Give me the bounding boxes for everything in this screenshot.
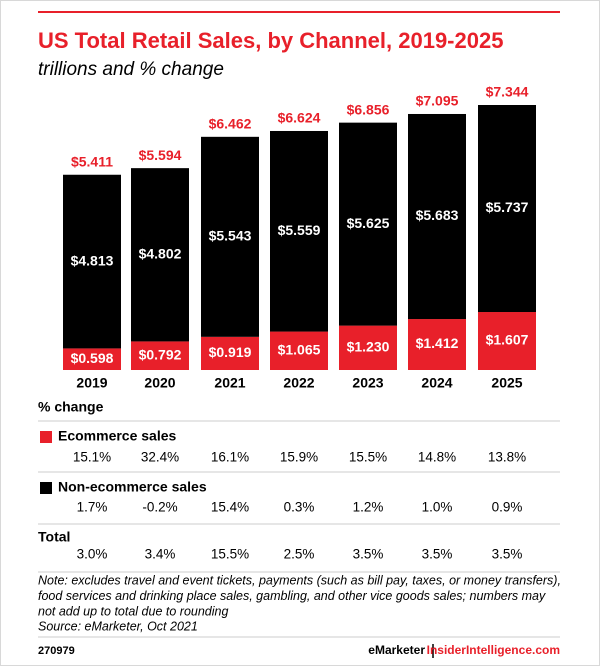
- value-label: $5.559: [278, 222, 321, 238]
- total-label: $7.344: [486, 84, 529, 100]
- table-value: 3.0%: [77, 547, 108, 562]
- table-value: 13.8%: [488, 450, 526, 465]
- legend-swatch: [40, 482, 52, 494]
- value-label: $0.598: [71, 350, 114, 366]
- bar-segment: [270, 130, 328, 332]
- value-label: $5.683: [416, 207, 459, 223]
- table-value: 15.1%: [73, 450, 111, 465]
- table-value: 15.4%: [211, 500, 249, 515]
- source: Source: eMarketer, Oct 2021: [38, 619, 198, 633]
- row-label: Non-ecommerce sales: [58, 479, 207, 495]
- value-label: $0.919: [209, 344, 252, 360]
- value-label: $1.607: [486, 332, 529, 348]
- value-label: $1.065: [278, 341, 321, 357]
- chart-title: US Total Retail Sales, by Channel, 2019-…: [38, 28, 503, 53]
- x-tick-label: 2021: [214, 375, 245, 391]
- table-value: -0.2%: [142, 500, 177, 515]
- value-label: $1.412: [416, 335, 459, 351]
- table-value: 14.8%: [418, 450, 456, 465]
- note: food services and drinking place sales, …: [38, 589, 546, 603]
- total-label: $6.462: [209, 116, 252, 132]
- brand: eMarketer: [368, 643, 425, 657]
- site: InsiderIntelligence.com: [427, 643, 560, 657]
- bar-segment: [201, 136, 259, 337]
- bar-segment: [408, 319, 466, 370]
- value-label: $4.802: [139, 245, 182, 261]
- bar-segment: [408, 113, 466, 320]
- bar-segment: [270, 331, 328, 370]
- bar-segment: [478, 105, 536, 313]
- table-title: % change: [38, 399, 104, 415]
- legend-swatch: [40, 431, 52, 443]
- x-tick-label: 2020: [144, 375, 175, 391]
- total-label: $7.095: [416, 93, 459, 109]
- bar-segment: [63, 348, 121, 370]
- value-label: $5.543: [209, 228, 252, 244]
- table-value: 1.7%: [77, 500, 108, 515]
- bar-segment: [131, 168, 189, 342]
- row-label: Total: [38, 529, 70, 545]
- value-label: $1.230: [347, 339, 390, 355]
- row-label: Ecommerce sales: [58, 428, 177, 444]
- table-value: 3.5%: [353, 547, 384, 562]
- bar-segment: [478, 312, 536, 370]
- x-tick-label: 2022: [283, 375, 314, 391]
- bar-segment: [201, 336, 259, 370]
- total-label: $6.856: [347, 101, 390, 117]
- table-value: 3.4%: [145, 547, 176, 562]
- table-value: 15.5%: [349, 450, 387, 465]
- x-tick-label: 2019: [76, 375, 107, 391]
- chart-subtitle: trillions and % change: [38, 59, 224, 80]
- note: Note: excludes travel and event tickets,…: [38, 573, 561, 587]
- table-value: 16.1%: [211, 450, 249, 465]
- x-tick-label: 2024: [421, 375, 452, 391]
- x-tick-label: 2025: [491, 375, 522, 391]
- bar-segment: [63, 174, 121, 349]
- value-label: $0.792: [139, 346, 182, 362]
- table-value: 15.9%: [280, 450, 318, 465]
- table-value: 3.5%: [422, 547, 453, 562]
- table-value: 32.4%: [141, 450, 179, 465]
- bar-segment: [339, 122, 397, 326]
- table-value: 2.5%: [284, 547, 315, 562]
- table-value: 0.3%: [284, 500, 315, 515]
- note: not add up to total due to rounding: [38, 604, 228, 618]
- value-label: $4.813: [71, 252, 114, 268]
- value-label: $5.737: [486, 199, 529, 215]
- table-value: 1.0%: [422, 500, 453, 515]
- table-value: 1.2%: [353, 500, 384, 515]
- total-label: $5.594: [139, 147, 182, 163]
- bar-segment: [339, 325, 397, 370]
- table-value: 15.5%: [211, 547, 249, 562]
- total-label: $5.411: [71, 153, 113, 169]
- x-tick-label: 2023: [352, 375, 383, 391]
- table-value: 3.5%: [492, 547, 523, 562]
- total-label: $6.624: [278, 110, 321, 126]
- chart-id: 270979: [38, 645, 75, 657]
- value-label: $5.625: [347, 215, 390, 231]
- table-value: 0.9%: [492, 500, 523, 515]
- bar-segment: [131, 341, 189, 370]
